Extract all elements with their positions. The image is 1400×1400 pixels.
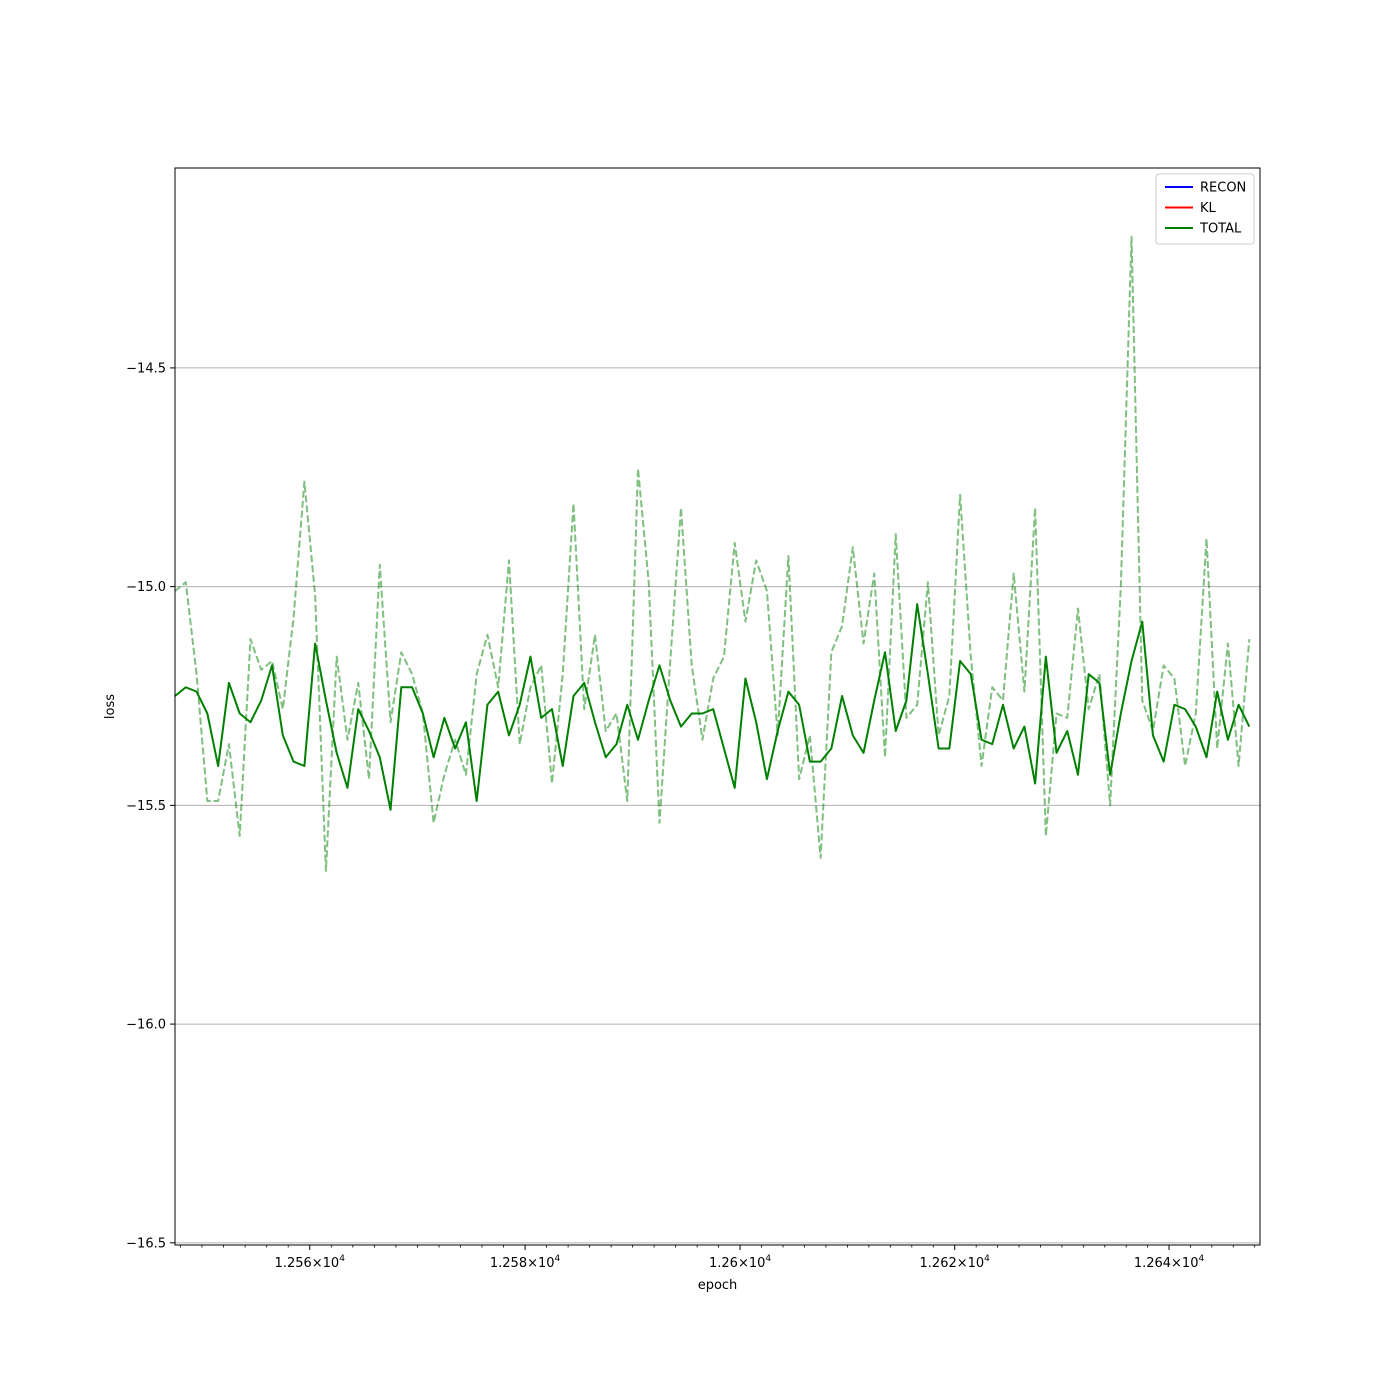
legend-box bbox=[1155, 173, 1255, 245]
y-tick-label: −15.0 bbox=[126, 580, 166, 595]
y-tick-label: −14.5 bbox=[126, 361, 166, 376]
y-tick-label: −16.0 bbox=[126, 1018, 166, 1033]
plot-area-frame bbox=[174, 167, 1261, 1246]
series-line-total bbox=[174, 603, 1251, 811]
x-tick-label: 1.258×104 bbox=[490, 1254, 561, 1271]
series-lines bbox=[174, 235, 1251, 872]
series-line-raw bbox=[174, 235, 1251, 872]
legend-label: RECON bbox=[1200, 181, 1246, 196]
y-tick-label: −16.5 bbox=[126, 1236, 166, 1251]
y-axis-ticks: −14.5 −15.0 −15.5 −16.0 −16.5 bbox=[126, 361, 175, 1251]
x-axis-label: epoch bbox=[698, 1278, 738, 1293]
x-tick-label: 1.264×104 bbox=[1134, 1254, 1205, 1271]
grid-lines bbox=[175, 367, 1260, 1244]
x-axis-ticks: 1.256×104 1.258×104 1.26×104 1.262×104 1.264… bbox=[179, 1245, 1256, 1271]
legend-label: KL bbox=[1200, 201, 1217, 216]
legend: RECON KL TOTAL bbox=[1155, 173, 1255, 245]
x-tick-label: 1.26×104 bbox=[709, 1254, 771, 1271]
y-tick-label: −15.5 bbox=[126, 799, 166, 814]
y-axis-label: loss bbox=[103, 694, 118, 719]
x-tick-label: 1.256×104 bbox=[275, 1254, 346, 1271]
legend-label: TOTAL bbox=[1199, 222, 1242, 237]
x-tick-label: 1.262×104 bbox=[920, 1254, 991, 1271]
